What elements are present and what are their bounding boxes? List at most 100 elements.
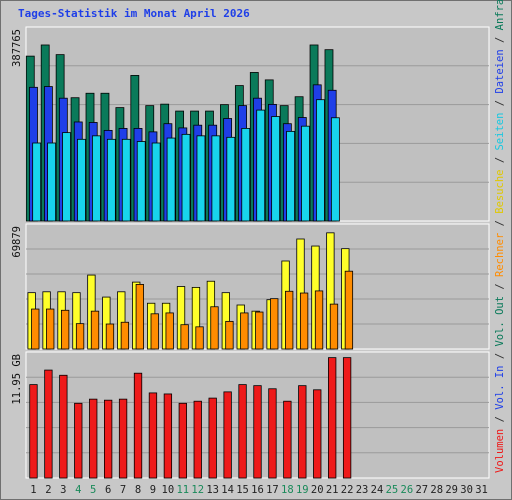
x-tick-label: 11 xyxy=(176,484,189,496)
x-tick-label: 14 xyxy=(221,484,234,496)
right-legend: Volumen / Vol. In / Vol. Out / Rechner /… xyxy=(494,0,506,473)
legend-entry: Anfragen xyxy=(494,0,506,30)
x-tick-label: 22 xyxy=(341,484,354,496)
x-tick-label: 18 xyxy=(281,484,294,496)
x-tick-label: 31 xyxy=(475,484,488,496)
x-tick-label: 21 xyxy=(326,484,339,496)
legend-entry: / xyxy=(494,214,506,233)
x-tick-label: 20 xyxy=(311,484,324,496)
bar-volumen-day-20 xyxy=(313,389,322,479)
bar-seiten-day-21 xyxy=(330,117,340,222)
bar-volumen-day-9 xyxy=(148,392,158,479)
bar-volumen-day-7 xyxy=(118,398,128,479)
bar-seiten-day-12 xyxy=(196,135,206,222)
bar-seiten-day-5 xyxy=(92,135,101,222)
x-tick-label: 27 xyxy=(415,484,428,496)
x-tick-label: 8 xyxy=(135,484,141,496)
bar-rechner-day-10 xyxy=(165,312,174,350)
x-tick-label: 29 xyxy=(445,484,458,496)
bar-seiten-day-8 xyxy=(136,141,146,222)
legend-entry: Dateien xyxy=(494,49,506,93)
bar-rechner-day-4 xyxy=(75,323,85,350)
legend-entry: Vol. In xyxy=(494,366,506,410)
chart-title: Tages-Statistik im Monat April 2026 xyxy=(18,7,250,20)
x-tick-label: 10 xyxy=(162,484,175,496)
bar-rechner-day-17 xyxy=(270,298,279,350)
bar-seiten-day-15 xyxy=(241,128,251,222)
x-tick-label: 2 xyxy=(45,484,51,496)
bar-rechner-day-3 xyxy=(60,309,70,350)
x-tick-label: 7 xyxy=(120,484,126,496)
legend-entry: / xyxy=(494,277,506,296)
x-tick-label: 15 xyxy=(236,484,249,496)
x-tick-label: 23 xyxy=(356,484,369,496)
bar-rechner-day-2 xyxy=(46,308,55,350)
bar-volumen-day-15 xyxy=(238,384,247,479)
x-tick-label: 26 xyxy=(401,484,414,496)
bar-volumen-day-19 xyxy=(298,385,307,479)
x-tick-label: 12 xyxy=(191,484,204,496)
bar-volumen-day-8 xyxy=(133,372,143,479)
panel-visits-sites xyxy=(25,223,490,350)
bar-seiten-day-17 xyxy=(271,116,281,222)
bar-rechner-day-6 xyxy=(105,323,115,350)
panel-volume xyxy=(25,351,490,479)
bar-rechner-day-22 xyxy=(344,270,354,350)
bar-volumen-day-5 xyxy=(89,398,98,479)
bar-rechner-day-1 xyxy=(31,308,40,350)
bar-rechner-day-21 xyxy=(329,303,339,350)
bar-rechner-day-20 xyxy=(314,290,324,350)
legend-entry: / xyxy=(494,410,506,429)
bar-seiten-day-11 xyxy=(181,133,191,222)
bar-seiten-day-9 xyxy=(151,142,161,222)
bar-seiten-day-1 xyxy=(32,142,42,222)
x-tick-label: 25 xyxy=(386,484,399,496)
bar-rechner-day-9 xyxy=(150,313,159,350)
bar-rechner-day-12 xyxy=(195,326,204,350)
bar-seiten-day-16 xyxy=(256,109,266,222)
bar-rechner-day-19 xyxy=(299,292,309,350)
bar-seiten-day-6 xyxy=(106,138,116,222)
bar-rechner-day-15 xyxy=(240,312,249,350)
bar-volumen-day-1 xyxy=(29,384,38,479)
bar-volumen-day-3 xyxy=(59,374,68,479)
bar-volumen-day-16 xyxy=(253,385,262,479)
bar-seiten-day-19 xyxy=(301,125,310,222)
bar-seiten-day-18 xyxy=(286,130,295,222)
bar-volumen-day-14 xyxy=(223,391,232,479)
bar-rechner-day-5 xyxy=(90,310,100,350)
bar-volumen-day-18 xyxy=(283,400,292,479)
bar-seiten-day-13 xyxy=(211,135,221,222)
bar-volumen-day-4 xyxy=(74,402,83,479)
x-tick-label: 3 xyxy=(60,484,66,496)
x-tick-label: 24 xyxy=(371,484,384,496)
bar-seiten-day-14 xyxy=(226,136,236,222)
legend-entry: Volumen xyxy=(494,429,506,473)
bar-volumen-day-2 xyxy=(44,369,53,479)
bar-seiten-day-3 xyxy=(62,132,71,222)
y-max-label: 387765 xyxy=(11,29,23,67)
bar-volumen-day-10 xyxy=(163,393,173,479)
legend-entry: / xyxy=(494,94,506,113)
legend-entry: / xyxy=(494,30,506,49)
x-tick-label: 16 xyxy=(251,484,264,496)
x-tick-label: 17 xyxy=(266,484,279,496)
bar-seiten-day-2 xyxy=(47,142,56,222)
y-max-label: 11.95 GB xyxy=(11,354,23,405)
legend-entry: Vol. Out xyxy=(494,296,506,347)
bar-volumen-day-13 xyxy=(208,397,217,479)
legend-entry: Rechner xyxy=(494,233,506,277)
x-tick-label: 30 xyxy=(460,484,473,496)
legend-entry: Besuche xyxy=(494,169,506,213)
legend-entry: Seiten xyxy=(494,113,506,151)
x-tick-label: 4 xyxy=(75,484,81,496)
bar-seiten-day-10 xyxy=(166,137,176,222)
bar-rechner-day-14 xyxy=(225,320,234,350)
y-max-label: 69879 xyxy=(11,226,23,258)
legend-entry: / xyxy=(494,151,506,170)
x-tick-label: 19 xyxy=(296,484,309,496)
bar-volumen-day-22 xyxy=(342,357,352,479)
bar-seiten-day-4 xyxy=(77,138,86,222)
bar-rechner-day-18 xyxy=(285,290,294,350)
panel-hits-files-pages xyxy=(25,26,490,222)
